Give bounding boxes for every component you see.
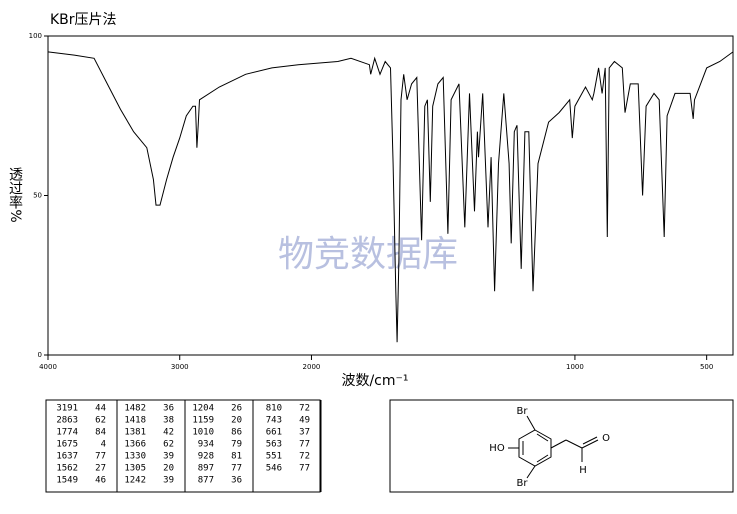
peak-transmittance: 62 [163,440,174,450]
peak-wavenumber: 1549 [56,476,78,486]
peak-transmittance: 72 [299,452,310,462]
peak-wavenumber: 1562 [56,464,78,474]
peak-transmittance: 46 [95,476,106,486]
peak-transmittance: 81 [231,452,242,462]
peak-wavenumber: 1242 [124,476,146,486]
peak-wavenumber: 1774 [56,428,78,438]
peak-wavenumber: 1675 [56,440,78,450]
y-tick-label: 0 [38,351,42,359]
atom-label: Br [517,478,529,489]
peak-transmittance: 79 [231,440,242,450]
peak-transmittance: 36 [231,476,242,486]
peak-wavenumber: 1330 [124,452,146,462]
peak-wavenumber: 551 [266,452,282,462]
y-axis-label: 透过率% [7,167,23,222]
peak-transmittance: 72 [299,404,310,414]
peak-wavenumber: 1482 [124,404,146,414]
x-tick-label: 500 [700,363,713,371]
atom-label: HO [489,443,505,454]
y-tick-label: 50 [33,192,42,200]
structure-bonds [508,415,599,479]
peak-wavenumber: 1010 [192,428,214,438]
peak-transmittance: 20 [163,464,174,474]
peak-transmittance: 62 [95,416,106,426]
atom-label: O [602,433,610,444]
peak-wavenumber: 563 [266,440,282,450]
peak-wavenumber: 810 [266,404,282,414]
peak-wavenumber: 3191 [56,404,78,414]
structure-frame [389,399,734,493]
peak-transmittance: 39 [163,452,174,462]
peak-wavenumber: 546 [266,464,282,474]
peak-wavenumber: 897 [198,464,214,474]
peak-transmittance: 26 [231,404,242,414]
peak-wavenumber: 1159 [192,416,214,426]
y-tick-label: 100 [29,32,42,40]
peak-transmittance: 39 [163,476,174,486]
peak-transmittance: 36 [163,404,174,414]
peak-transmittance: 4 [101,440,106,450]
peak-transmittance: 27 [95,464,106,474]
peak-wavenumber: 1381 [124,428,146,438]
peak-transmittance: 37 [299,428,310,438]
peak-transmittance: 42 [163,428,174,438]
peak-table-frame [45,399,321,493]
peak-transmittance: 77 [231,464,242,474]
x-axis-label: 波数/cm⁻¹ [341,373,408,389]
peak-transmittance: 49 [299,416,310,426]
peak-wavenumber: 1366 [124,440,146,450]
peak-transmittance: 20 [231,416,242,426]
peak-wavenumber: 934 [198,440,214,450]
peak-transmittance: 77 [299,464,310,474]
peak-wavenumber: 1204 [192,404,214,414]
peak-wavenumber: 1637 [56,452,78,462]
x-tick-label: 4000 [39,363,57,371]
peak-wavenumber: 661 [266,428,282,438]
peak-wavenumber: 928 [198,452,214,462]
x-tick-label: 3000 [171,363,189,371]
peak-transmittance: 38 [163,416,174,426]
peak-transmittance: 77 [95,452,106,462]
peak-wavenumber: 877 [198,476,214,486]
peak-transmittance: 86 [231,428,242,438]
peak-wavenumber: 2863 [56,416,78,426]
peak-wavenumber: 1418 [124,416,146,426]
atom-label: Br [517,406,529,417]
atom-label: H [579,465,587,476]
peak-transmittance: 84 [95,428,106,438]
watermark: 物竞数据库 [278,234,458,275]
peak-transmittance: 77 [299,440,310,450]
chart-title: KBr压片法 [50,12,117,28]
x-tick-label: 1000 [566,363,584,371]
peak-wavenumber: 743 [266,416,282,426]
x-tick-label: 2000 [303,363,321,371]
peak-transmittance: 44 [95,404,106,414]
spectrum-line [47,51,734,343]
peak-wavenumber: 1305 [124,464,146,474]
